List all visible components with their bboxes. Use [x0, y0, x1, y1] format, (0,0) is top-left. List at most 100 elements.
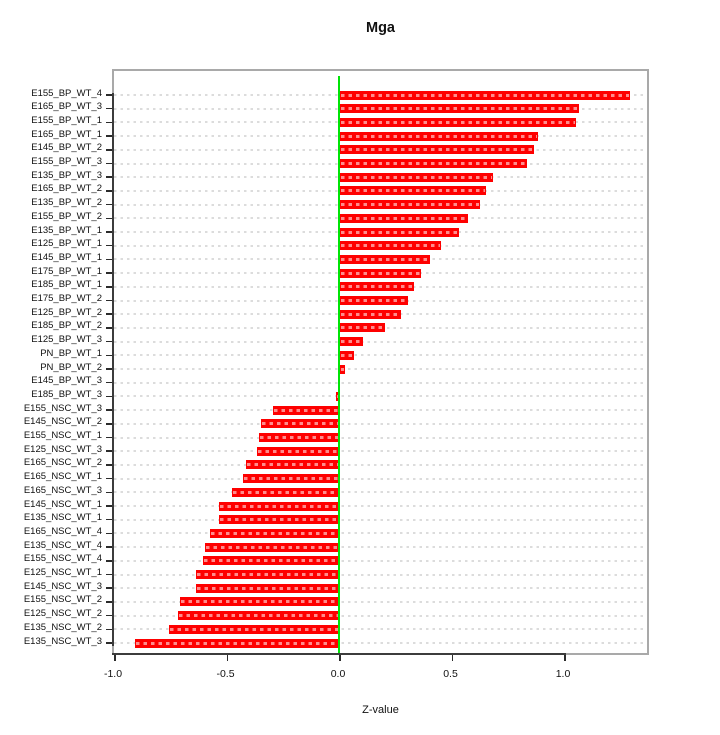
y-axis-label: E135_NSC_WT_4 [23, 539, 102, 551]
y-axis-tick [106, 135, 112, 137]
bar-E135_BP_WT_1 [340, 227, 460, 237]
y-axis-tick [106, 587, 112, 589]
y-axis-label: E145_BP_WT_3 [31, 375, 102, 387]
y-axis-label: E125_NSC_WT_1 [23, 567, 102, 578]
bar-E135_NSC_WT_3 [135, 638, 340, 648]
y-axis-label: E155_BP_WT_1 [31, 114, 102, 126]
bar-E155_NSC_WT_4 [202, 556, 340, 566]
y-axis-label: PN_BP_WT_1 [40, 347, 102, 359]
row-gridline [114, 354, 643, 357]
y-axis-tick [106, 176, 112, 178]
y-axis-tick [106, 518, 112, 521]
row-gridline [114, 628, 643, 631]
y-axis-label: E165_BP_WT_3 [31, 101, 102, 113]
y-axis-label: E135_BP_WT_3 [31, 169, 102, 181]
bar-E185_BP_WT_3 [335, 391, 340, 401]
bar-E155_NSC_WT_1 [259, 433, 340, 442]
row-gridline [114, 614, 643, 617]
bar-E175_BP_WT_1 [340, 268, 421, 278]
y-axis-label: E125_NSC_WT_3 [23, 443, 102, 455]
y-axis-tick [106, 327, 112, 329]
y-axis-label: E135_NSC_WT_1 [23, 512, 102, 524]
bar-E175_BP_WT_2 [340, 296, 408, 305]
y-axis-label: E135_NSC_WT_2 [23, 621, 102, 633]
bar-E155_BP_WT_3 [340, 159, 527, 168]
bar-E145_NSC_WT_1 [218, 501, 340, 511]
y-axis-label: E155_NSC_WT_4 [23, 553, 102, 565]
row-gridline [114, 642, 643, 644]
y-axis-tick [106, 436, 112, 439]
row-gridline [114, 518, 643, 521]
row-gridline [114, 368, 643, 370]
y-axis-tick [106, 395, 112, 398]
y-axis-label: E155_BP_WT_3 [31, 156, 102, 167]
bar-E165_NSC_WT_2 [245, 460, 340, 470]
x-axis-tick-label: -1.0 [103, 668, 123, 680]
y-axis-tick [106, 203, 112, 206]
plot-area [106, 69, 649, 661]
y-axis-label: E125_BP_WT_1 [31, 238, 102, 250]
y-axis-tick [106, 272, 112, 274]
row-gridline [114, 573, 643, 576]
x-axis-tick-label: -0.5 [216, 668, 235, 680]
y-axis-line [112, 93, 114, 646]
bar-E155_BP_WT_2 [340, 213, 469, 223]
y-axis-tick [106, 546, 112, 548]
y-axis-label: E165_BP_WT_2 [31, 183, 102, 195]
bar-E125_BP_WT_1 [340, 241, 442, 251]
y-axis-label: E125_NSC_WT_2 [23, 608, 102, 620]
chart-title: Mga [366, 20, 395, 36]
y-axis-tick [106, 560, 112, 562]
bar-E165_BP_WT_2 [340, 186, 487, 196]
y-axis-tick [106, 477, 112, 480]
y-axis-tick [106, 258, 112, 261]
y-axis-label: E135_BP_WT_2 [31, 197, 102, 209]
y-axis-label: E165_NSC_WT_3 [23, 484, 102, 496]
bar-E135_BP_WT_3 [340, 172, 493, 182]
bar-E155_BP_WT_1 [340, 117, 577, 127]
y-axis-tick [106, 464, 112, 466]
y-axis-tick [106, 601, 112, 603]
row-gridline [114, 340, 643, 343]
y-axis-tick [106, 368, 112, 370]
y-axis-label: E185_BP_WT_3 [31, 388, 102, 400]
row-gridline [114, 546, 643, 549]
y-axis-tick [106, 381, 112, 384]
y-axis-tick [106, 244, 112, 247]
y-axis-tick [106, 354, 112, 357]
y-axis-label: E165_NSC_WT_2 [23, 457, 102, 469]
y-axis-label: E185_BP_WT_1 [31, 279, 102, 291]
bar-E145_BP_WT_2 [340, 145, 534, 155]
y-axis-tick [106, 162, 112, 165]
x-axis-tick-label: 0.0 [330, 668, 346, 680]
y-axis-tick [106, 409, 112, 411]
bar-PN_BP_WT_2 [340, 364, 345, 374]
y-axis-tick [106, 628, 112, 631]
x-axis-tick-label: 1.0 [555, 668, 571, 680]
row-gridline [114, 450, 643, 453]
y-axis-label: E135_BP_WT_1 [31, 224, 102, 236]
bar-E185_BP_WT_2 [340, 323, 385, 333]
y-axis-tick [106, 149, 112, 151]
row-gridline [114, 587, 643, 590]
row-gridline [114, 422, 643, 425]
row-gridline [114, 477, 643, 480]
y-axis-tick [106, 340, 112, 343]
y-axis-label: E155_NSC_WT_3 [23, 402, 102, 414]
bar-E165_NSC_WT_4 [209, 528, 340, 538]
y-axis-label: E145_NSC_WT_2 [23, 416, 102, 428]
x-axis-tick [339, 655, 341, 661]
bar-E125_NSC_WT_3 [256, 446, 340, 456]
row-gridline [114, 505, 643, 507]
y-axis-tick [106, 614, 112, 617]
bar-E125_BP_WT_3 [340, 337, 363, 347]
y-axis-tick [106, 642, 112, 644]
y-axis-tick [106, 217, 112, 220]
y-axis-label: E175_BP_WT_2 [31, 293, 102, 304]
y-axis-tick [106, 491, 112, 494]
row-gridline [114, 463, 643, 466]
y-axis-tick [106, 121, 112, 124]
bar-E135_NSC_WT_2 [169, 624, 340, 634]
row-gridline [114, 395, 643, 398]
y-axis-tick [106, 505, 112, 507]
